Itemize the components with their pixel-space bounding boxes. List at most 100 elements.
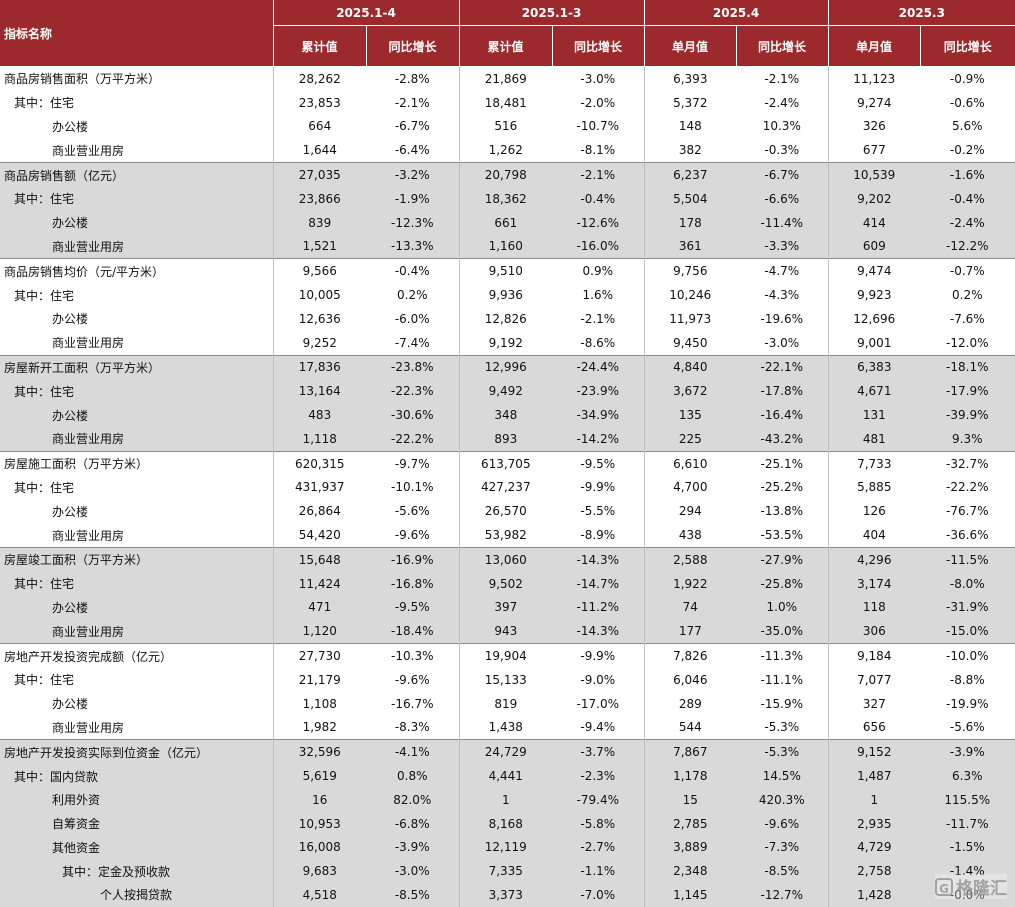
yoy-cell: -8.6% — [552, 330, 645, 356]
yoy-cell: -1.5% — [920, 835, 1015, 860]
yoy-cell: -16.7% — [366, 691, 460, 716]
value-cell: 431,937 — [294, 480, 345, 495]
yoy-cell: -15.9% — [736, 691, 829, 716]
row-label: 利用外资 — [0, 787, 274, 812]
yoy-cell: -1.6% — [920, 162, 1015, 187]
header-sub: 同比增长 — [551, 25, 645, 67]
yoy-cell: -8.3% — [366, 715, 460, 740]
header-group: 2025.4 — [643, 0, 829, 26]
yoy-cell: 14.5% — [736, 764, 829, 788]
value-cell: 23,866 — [273, 186, 366, 211]
yoy-cell: -7.0% — [552, 883, 645, 907]
value-cell: 15 — [644, 787, 737, 812]
value-cell: 9,936 — [488, 288, 523, 303]
value-cell: 1,487 — [828, 764, 921, 788]
value-cell: 4,729 — [828, 835, 921, 860]
yoy-cell: -5.8% — [552, 811, 645, 836]
value-cell: 9,474 — [828, 258, 921, 284]
value-cell: 9,152 — [828, 739, 921, 765]
value-cell: 427,237 — [480, 480, 531, 495]
yoy-cell: -11.3% — [736, 643, 829, 668]
value-cell: 1,521 — [273, 234, 366, 259]
yoy-cell: -32.7% — [920, 450, 1015, 476]
value-cell: 225 — [644, 426, 737, 452]
row-label: 商品房销售额（亿元） — [0, 162, 274, 187]
yoy-cell: -2.1% — [736, 65, 829, 91]
table-row: 房地产开发投资完成额（亿元） 27,730 -10.3% 19,904 -9.9% 7,8… — [0, 643, 1015, 668]
value-cell: 23,853 — [298, 95, 341, 110]
value-cell: 13,164 — [273, 379, 366, 404]
table-row: 办公楼 1,108 -16.7% 819 -17.0% 289 -15.9% 327 -19.9… — [0, 691, 1015, 716]
value-cell: 9,001 — [857, 335, 892, 350]
row-label: 办公楼 — [0, 691, 274, 716]
yoy-cell: -11.4% — [736, 210, 829, 235]
value-cell: 20,798 — [459, 162, 553, 187]
value-cell: 4,840 — [644, 354, 737, 380]
yoy-cell: -3.2% — [366, 162, 460, 187]
yoy-cell: -17.8% — [736, 379, 829, 404]
yoy-cell: -12.0% — [920, 330, 1015, 356]
yoy-cell: -16.8% — [366, 571, 460, 596]
value-cell: 12,636 — [298, 311, 341, 326]
value-cell: 131 — [828, 403, 921, 427]
value-cell: 2,348 — [644, 859, 737, 884]
yoy-cell: -0.9% — [920, 65, 1015, 91]
yoy-cell: -22.1% — [736, 354, 829, 380]
yoy-cell: -9.9% — [552, 643, 645, 668]
row-label: 房地产开发投资完成额（亿元） — [0, 643, 274, 668]
yoy-cell: -2.4% — [736, 90, 829, 115]
value-cell: 6,383 — [828, 354, 921, 380]
value-cell: 327 — [862, 696, 886, 711]
value-cell: 28,262 — [273, 65, 366, 91]
value-cell: 12,996 — [459, 354, 553, 380]
value-cell: 414 — [828, 210, 921, 235]
yoy-cell: -23.8% — [366, 354, 460, 380]
yoy-cell: -15.0% — [920, 619, 1015, 644]
table-row: 商业营业用房 54,420 -9.6% 53,982 -8.9% 438 -53.5% 404… — [0, 523, 1015, 548]
yoy-cell: -2.1% — [366, 90, 460, 115]
table-row: 其中：住宅 23,853 -2.1% 18,481 -2.0% 5,372 -2.4% 9,2… — [0, 90, 1015, 115]
row-label: 商业营业用房 — [0, 426, 274, 452]
row-label: 其中：住宅 — [0, 283, 274, 307]
row-label: 商品房销售均价（元/平方米） — [0, 258, 274, 284]
value-cell: 3,672 — [644, 379, 737, 404]
value-cell: 1,178 — [644, 764, 737, 788]
yoy-cell: -0.2% — [920, 138, 1015, 163]
value-cell: 4,296 — [828, 546, 921, 572]
yoy-cell: -24.4% — [552, 354, 645, 380]
table-row: 其中：国内贷款 5,619 0.8% 4,441 -2.3% 1,178 14.5% 1,48… — [0, 764, 1015, 788]
row-label: 商业营业用房 — [0, 234, 274, 259]
yoy-cell: -6.0% — [366, 306, 460, 331]
value-cell: 177 — [644, 619, 737, 644]
value-cell: 17,836 — [273, 354, 366, 380]
yoy-cell: -8.1% — [552, 138, 645, 163]
value-cell: 9,450 — [673, 335, 708, 350]
yoy-cell: -25.1% — [736, 450, 829, 476]
yoy-cell: -0.7% — [920, 258, 1015, 284]
yoy-cell: 0.8% — [366, 764, 460, 788]
value-cell: 483 — [273, 403, 366, 427]
value-cell: 11,973 — [669, 311, 712, 326]
value-cell: 9,492 — [459, 379, 553, 404]
value-cell: 118 — [828, 595, 921, 620]
value-cell: 21,869 — [459, 65, 553, 91]
value-cell: 620,315 — [273, 450, 366, 476]
row-label: 其中：国内贷款 — [0, 764, 274, 788]
value-cell: 1,120 — [273, 619, 366, 644]
yoy-cell: 1.0% — [736, 595, 829, 620]
row-label: 办公楼 — [0, 499, 274, 524]
value-cell: 9,566 — [273, 258, 366, 284]
yoy-cell: -36.6% — [920, 523, 1015, 548]
yoy-cell: 82.0% — [366, 787, 460, 812]
value-cell: 9,274 — [857, 95, 892, 110]
yoy-cell: -7.3% — [736, 835, 829, 860]
value-cell: 348 — [459, 403, 553, 427]
value-cell: 404 — [862, 528, 886, 543]
row-label: 房屋竣工面积（万平方米） — [0, 546, 274, 572]
yoy-cell: -9.7% — [366, 450, 460, 476]
value-cell: 9,756 — [644, 258, 737, 284]
value-cell: 3,889 — [644, 835, 737, 860]
value-cell: 9,202 — [828, 186, 921, 211]
yoy-cell: -9.6% — [736, 811, 829, 836]
